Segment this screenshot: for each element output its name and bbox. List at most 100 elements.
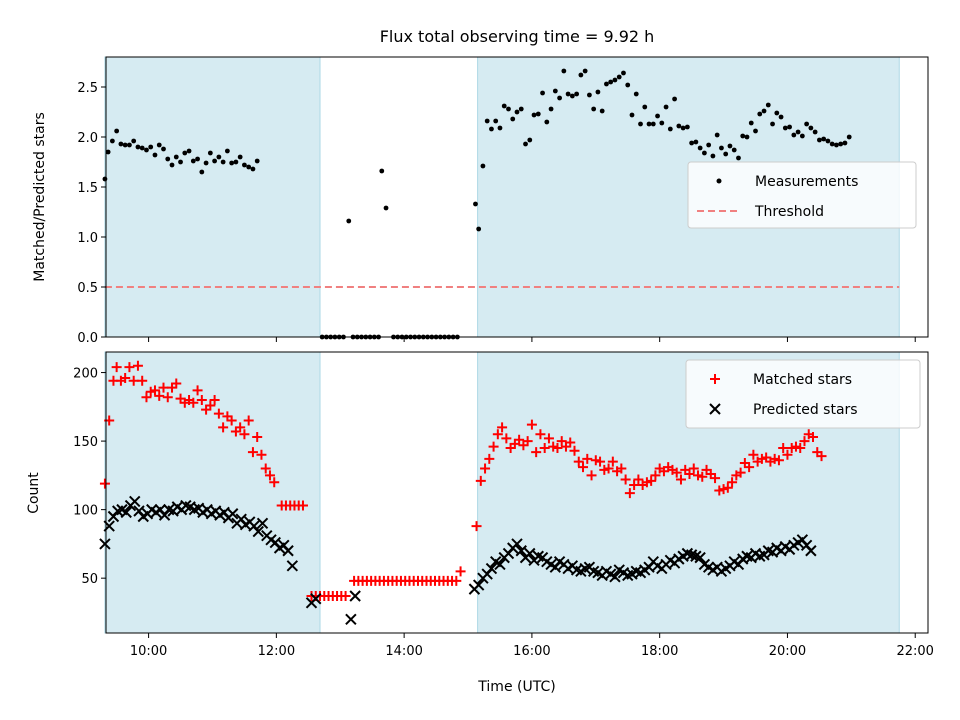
x-tick-label: 10:00 xyxy=(130,644,167,659)
top-legend-box xyxy=(687,161,917,229)
matched-star-point xyxy=(226,415,237,426)
y-tick-label: 0.0 xyxy=(77,331,98,346)
matched-star-point xyxy=(675,474,686,485)
measurement-point xyxy=(753,128,758,134)
measurement-point xyxy=(740,133,746,139)
y-tick-label: 200 xyxy=(73,367,98,382)
predicted-star-point xyxy=(494,558,506,571)
measurement-point xyxy=(621,70,626,76)
bottom-y-axis-label: Count xyxy=(26,472,42,514)
matched-star-point xyxy=(128,375,139,386)
matched-star-point xyxy=(582,453,593,464)
measurement-point xyxy=(672,96,677,102)
predicted-star-point xyxy=(129,495,141,508)
measurement-point xyxy=(808,125,814,131)
measurement-point xyxy=(156,142,162,148)
matched-star-point xyxy=(748,449,759,460)
measurement-point xyxy=(569,93,575,99)
matched-star-point xyxy=(111,362,122,373)
top-y-ticks: 0.0 0.5 1.0 1.5 2.0 2.5 xyxy=(77,81,106,346)
top-x-ticks xyxy=(148,337,916,342)
measurement-point xyxy=(216,154,222,160)
measurement-point xyxy=(518,106,524,112)
matched-star-point xyxy=(235,422,246,433)
measurement-point xyxy=(165,156,171,162)
legend-matched-label: Matched stars xyxy=(753,372,852,388)
matched-star-point xyxy=(684,468,695,479)
measurement-point xyxy=(612,77,618,83)
bottom-panel: 50 100 150 200 10:00 12:00 14:00 16:00 18:00 20:… xyxy=(26,351,934,695)
matched-star-point xyxy=(624,488,635,499)
matched-star-point xyxy=(565,437,576,448)
x-tick-label: 16:00 xyxy=(513,644,550,659)
measurement-point xyxy=(578,72,584,78)
y-tick-label: 1.5 xyxy=(77,181,98,196)
predicted-star-point xyxy=(511,538,523,550)
predicted-star-point xyxy=(694,551,706,564)
measurement-point xyxy=(254,158,260,164)
top-plot-frame xyxy=(105,56,929,338)
measurement-point xyxy=(582,68,588,74)
measurement-point xyxy=(782,125,788,131)
matched-star-point xyxy=(782,449,793,460)
matched-star-point xyxy=(722,482,733,493)
matched-star-point xyxy=(188,397,199,408)
matched-star-point xyxy=(556,436,567,447)
measurement-point xyxy=(565,91,571,97)
measurement-point xyxy=(383,205,389,211)
matched-star-point xyxy=(484,453,495,464)
predicted-star-point xyxy=(99,538,111,550)
matched-star-point xyxy=(162,392,173,403)
matched-star-point xyxy=(526,419,537,430)
legend-measurements-label: Measurements xyxy=(755,174,858,190)
matched-star-point xyxy=(697,471,708,482)
measurement-point xyxy=(638,121,643,127)
measurement-point xyxy=(379,168,385,174)
measurement-point xyxy=(557,95,562,101)
predicted-star-point xyxy=(345,613,357,626)
matched-star-point xyxy=(480,463,491,474)
matched-star-point xyxy=(744,462,755,473)
measurement-point xyxy=(642,104,648,110)
measurement-point xyxy=(591,106,597,112)
measurement-point xyxy=(473,201,478,207)
measurement-point xyxy=(587,92,592,98)
measurement-point xyxy=(544,119,550,125)
legend-matched-marker xyxy=(710,374,720,384)
matched-star-point xyxy=(154,390,165,401)
matched-star-point xyxy=(455,566,466,577)
y-tick-label: 50 xyxy=(81,572,98,587)
chart-title: Flux total observing time = 9.92 h xyxy=(380,27,655,46)
measurement-point xyxy=(476,226,482,232)
predicted-star-point xyxy=(256,517,269,530)
measurement-point xyxy=(812,129,818,135)
matched-star-point xyxy=(158,382,169,393)
matched-star-point xyxy=(620,474,631,485)
measurement-point xyxy=(207,150,213,156)
measurement-point xyxy=(770,121,775,127)
measurement-point xyxy=(804,121,810,127)
measurement-point xyxy=(655,113,660,119)
matched-star-point xyxy=(522,436,533,447)
measurement-point xyxy=(689,140,695,146)
matched-star-point xyxy=(149,385,160,396)
matched-star-point xyxy=(595,456,606,467)
matched-star-point xyxy=(727,477,738,488)
measurement-point xyxy=(667,126,673,132)
measurement-point xyxy=(199,169,205,175)
measurement-point xyxy=(484,118,490,124)
measurement-point xyxy=(761,108,767,114)
matched-star-point xyxy=(264,470,275,481)
measurements-points xyxy=(102,68,852,340)
measurement-point xyxy=(233,159,239,165)
measurement-point xyxy=(493,118,499,124)
predicted-star-point xyxy=(286,560,299,572)
matched-star-point xyxy=(209,394,220,405)
measurement-point xyxy=(821,136,827,142)
matched-star-point xyxy=(795,442,806,453)
measurement-point xyxy=(829,141,835,147)
measurement-point xyxy=(799,133,805,139)
measurement-point xyxy=(714,132,720,138)
matched-star-point xyxy=(192,385,203,396)
measurement-point xyxy=(846,134,852,140)
